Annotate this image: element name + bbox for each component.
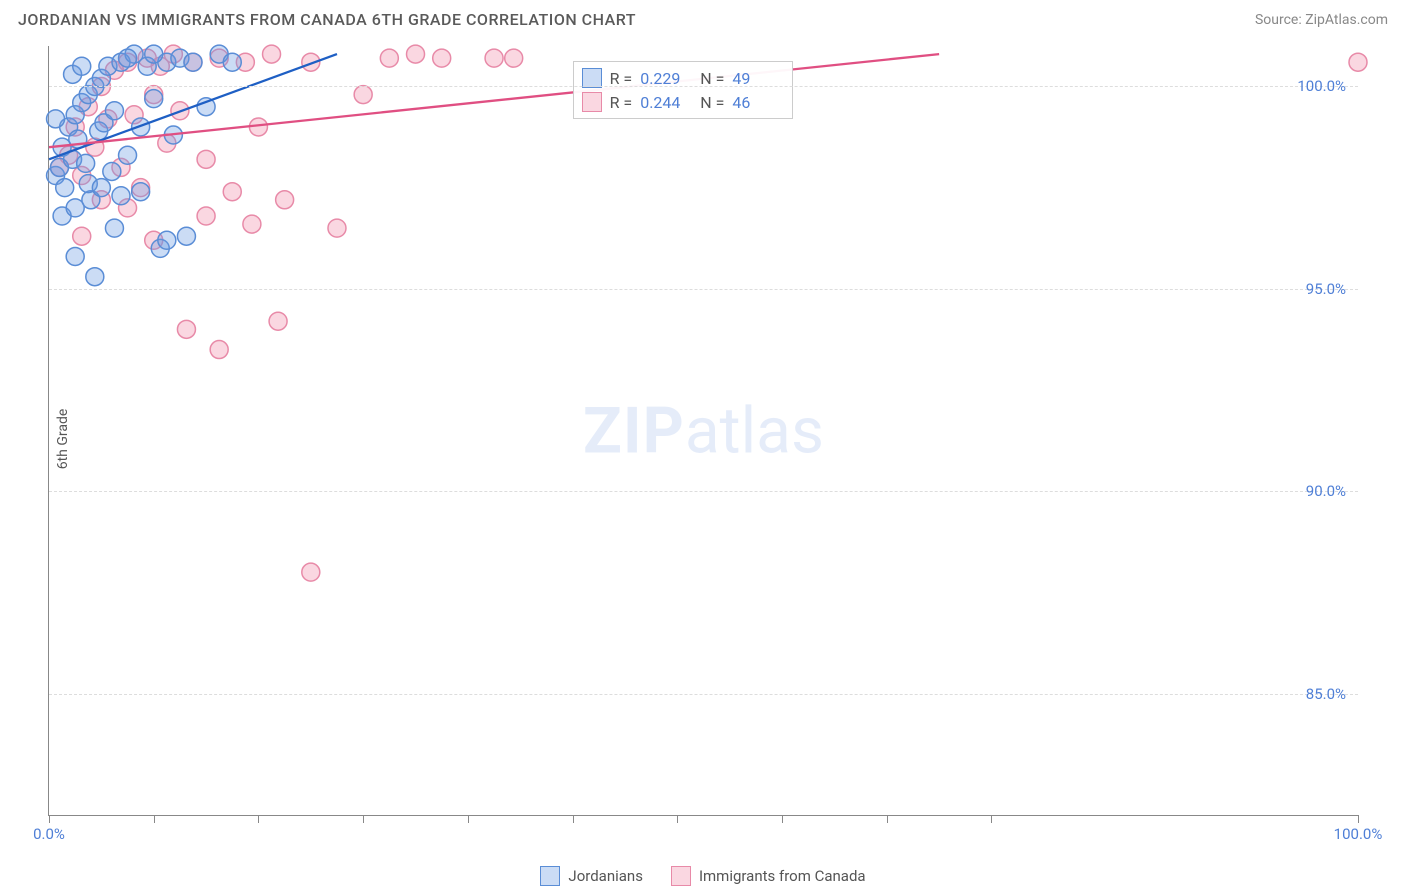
scatter-point-canada — [407, 45, 425, 63]
scatter-point-jordanians — [105, 219, 123, 237]
x-tick — [468, 815, 469, 823]
legend-label-jordanians: Jordanians — [568, 867, 643, 885]
x-tick — [1358, 815, 1359, 823]
scatter-point-canada — [197, 150, 215, 168]
stats-row-canada: R = 0.244 N = 46 — [582, 90, 785, 114]
scatter-point-canada — [380, 49, 398, 67]
gridline — [49, 491, 1358, 492]
x-tick-label: 100.0% — [1334, 825, 1383, 843]
scatter-point-jordanians — [66, 247, 84, 265]
scatter-point-canada — [328, 219, 346, 237]
x-tick — [258, 815, 259, 823]
scatter-point-jordanians — [158, 231, 176, 249]
scatter-point-jordanians — [47, 110, 65, 128]
bottom-legend: Jordanians Immigrants from Canada — [0, 866, 1406, 886]
y-tick-label: 90.0% — [1306, 482, 1346, 500]
scatter-point-jordanians — [105, 102, 123, 120]
scatter-point-jordanians — [112, 187, 130, 205]
x-tick — [677, 815, 678, 823]
gridline — [49, 289, 1358, 290]
scatter-point-jordanians — [86, 268, 104, 286]
swatch-canada — [582, 92, 602, 112]
scatter-point-jordanians — [73, 57, 91, 75]
scatter-point-canada — [505, 49, 523, 67]
scatter-point-canada — [433, 49, 451, 67]
scatter-point-jordanians — [77, 154, 95, 172]
scatter-point-jordanians — [184, 53, 202, 71]
scatter-point-canada — [302, 563, 320, 581]
scatter-point-canada — [243, 215, 261, 233]
scatter-point-canada — [276, 191, 294, 209]
x-tick-label: 0.0% — [33, 825, 65, 843]
scatter-point-canada — [210, 341, 228, 359]
chart-title: JORDANIAN VS IMMIGRANTS FROM CANADA 6TH … — [18, 10, 636, 29]
gridline — [49, 86, 1358, 87]
scatter-point-canada — [485, 49, 503, 67]
y-tick-label: 100.0% — [1297, 77, 1346, 95]
legend-label-canada: Immigrants from Canada — [699, 867, 866, 885]
scatter-point-jordanians — [145, 90, 163, 108]
scatter-point-jordanians — [66, 199, 84, 217]
x-tick — [887, 815, 888, 823]
scatter-point-canada — [177, 320, 195, 338]
scatter-point-canada — [1349, 53, 1367, 71]
scatter-point-canada — [269, 312, 287, 330]
legend-swatch-canada — [671, 866, 691, 886]
x-tick — [573, 815, 574, 823]
swatch-jordanians — [582, 68, 602, 88]
x-tick — [363, 815, 364, 823]
y-tick-label: 95.0% — [1306, 280, 1346, 298]
legend-item-jordanians: Jordanians — [540, 866, 643, 886]
gridline — [49, 694, 1358, 695]
y-tick-label: 85.0% — [1306, 685, 1346, 703]
source-attribution: Source: ZipAtlas.com — [1255, 12, 1388, 28]
scatter-point-jordanians — [145, 45, 163, 63]
scatter-point-jordanians — [177, 227, 195, 245]
scatter-point-canada — [73, 227, 91, 245]
scatter-point-jordanians — [103, 162, 121, 180]
scatter-point-jordanians — [223, 53, 241, 71]
scatter-point-jordanians — [119, 146, 137, 164]
scatter-point-jordanians — [119, 49, 137, 67]
x-tick — [782, 815, 783, 823]
correlation-stats-box: R = 0.229 N = 49 R = 0.244 N = 46 — [573, 61, 794, 119]
scatter-point-canada — [354, 86, 372, 104]
chart-plot-area: 6th Grade ZIPatlas R = 0.229 N = 49 R = … — [48, 46, 1358, 816]
scatter-point-jordanians — [56, 179, 74, 197]
x-tick — [49, 815, 50, 823]
x-tick — [991, 815, 992, 823]
scatter-point-canada — [223, 183, 241, 201]
scatter-point-jordanians — [92, 179, 110, 197]
scatter-point-canada — [197, 207, 215, 225]
x-tick — [154, 815, 155, 823]
scatter-svg — [49, 46, 1358, 815]
legend-item-canada: Immigrants from Canada — [671, 866, 866, 886]
legend-swatch-jordanians — [540, 866, 560, 886]
scatter-point-canada — [263, 45, 281, 63]
trend-line-canada — [49, 54, 939, 147]
scatter-point-jordanians — [132, 183, 150, 201]
